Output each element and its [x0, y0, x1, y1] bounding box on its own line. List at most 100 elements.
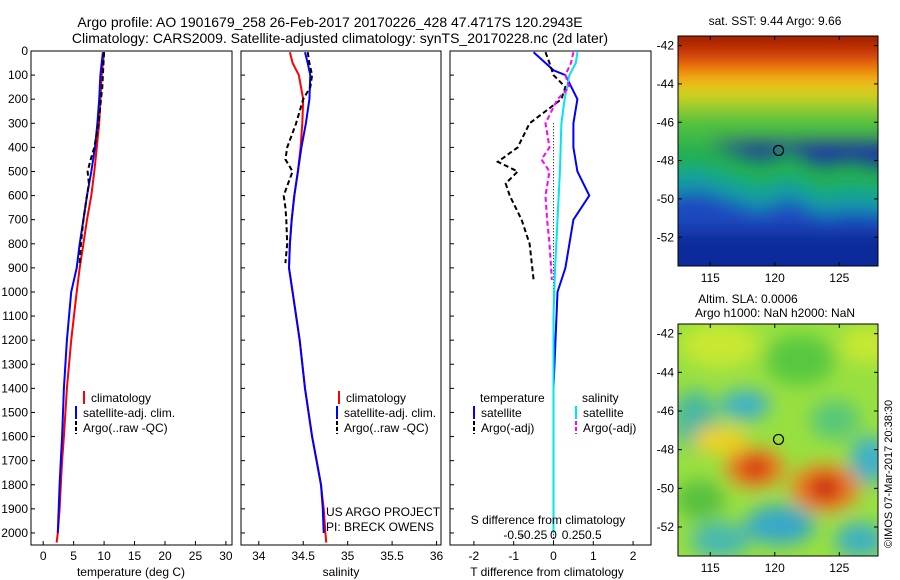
salinity-x-axis: 34 34.5 35 35.5 36	[252, 541, 444, 563]
s-tick-label: 0.25	[562, 528, 586, 542]
temperature-legend: climatology satellite-adj. clim. Argo(..…	[75, 391, 175, 435]
depth-tick-label: 2000	[1, 526, 28, 540]
x-tick-label: 2	[630, 549, 637, 563]
x-tick-label: 0	[550, 549, 557, 563]
x-tick-label: 35	[341, 549, 355, 563]
lat-tick-label: -48	[657, 154, 675, 168]
depth-tick-label: 1700	[1, 454, 28, 468]
lat-tick-label: -50	[657, 481, 675, 495]
depth-axis: 0 100 200 300 400 500 600 700 800 900 1000 1100 1200…	[1, 44, 454, 540]
salinity-axis-label: salinity	[323, 565, 360, 579]
lon-tick-label: 125	[829, 561, 849, 575]
sst-map-image	[678, 36, 878, 266]
x-tick-label: 34.5	[292, 549, 316, 563]
series-line-climatology	[287, 51, 328, 543]
x-tick-label: 15	[128, 549, 142, 563]
salinity-panel-frame	[240, 50, 442, 546]
temperature-panel-frame	[30, 50, 233, 546]
depth-tick-label: 1000	[1, 285, 28, 299]
depth-tick-label: 100	[8, 68, 28, 82]
x-tick-label: 36	[430, 549, 444, 563]
x-tick-label: 25	[189, 549, 203, 563]
depth-tick-label: 700	[8, 213, 28, 227]
depth-tick-label: 0	[21, 44, 28, 58]
x-tick-label: 30	[219, 549, 233, 563]
depth-tick-label: 1500	[1, 405, 28, 419]
sla-map-axes: -42 -44 -46 -48 -50 -52 115 120 125	[657, 324, 878, 575]
argo-location-marker	[772, 144, 785, 157]
s-difference-scale: -0.5-0.25 0 0.25 0.5	[503, 528, 602, 542]
depth-tick-label: 1100	[2, 309, 28, 323]
lat-tick-label: -50	[657, 192, 675, 206]
salinity-legend: climatology satellite-adj. clim. Argo(..…	[326, 391, 441, 534]
difference-axis-label: T difference from climatology	[470, 565, 624, 579]
lat-tick-label: -52	[657, 230, 675, 244]
x-tick-label: 0	[40, 549, 47, 563]
difference-panel-frame	[449, 50, 652, 546]
x-tick-label: 20	[158, 549, 172, 563]
principal-investigator: PI: BRECK OWENS	[326, 520, 434, 534]
lat-tick-label: -44	[657, 77, 675, 91]
x-tick-label: 1	[590, 549, 597, 563]
sla-map-frame	[677, 323, 879, 557]
series-line-satellite-adj-clim	[56, 52, 104, 534]
x-tick-label: 5	[70, 549, 77, 563]
lat-tick-label: -46	[657, 404, 675, 418]
lon-tick-label: 120	[765, 561, 785, 575]
s-tick-label: 0	[550, 528, 557, 542]
depth-tick-label: 1600	[1, 430, 28, 444]
series-line-salinity-satellite	[552, 52, 579, 533]
imos-credit: ©IMOS 07-Mar-2017 20:38:30	[883, 400, 895, 548]
s-tick-label: -0.25	[520, 528, 548, 542]
project-name: US ARGO PROJECT	[326, 505, 441, 519]
legend-label-climatology: climatology	[91, 391, 151, 405]
lat-tick-label: -52	[657, 520, 675, 534]
depth-tick-label: 600	[8, 189, 28, 203]
legend-label-sal-argo: Argo(-adj)	[583, 421, 636, 435]
difference-series-group	[495, 51, 591, 533]
figure-title-line2: Climatology: CARS2009. Satellite-adjuste…	[72, 30, 608, 46]
sst-map-title: sat. SST: 9.44 Argo: 9.66	[709, 14, 842, 28]
legend-label-temp-satellite: satellite	[481, 406, 522, 420]
difference-x-axis: -2 -1 0 1 2	[469, 541, 637, 563]
argo-location-marker	[772, 433, 785, 446]
legend-label-temp-argo: Argo(-adj)	[481, 421, 534, 435]
depth-tick-label: 1900	[1, 502, 28, 516]
series-line-argo-raw-qc	[78, 52, 106, 264]
sst-map-frame	[677, 35, 879, 267]
temperature-x-axis: 0 5 10 15 20 25 30	[40, 541, 233, 563]
depth-tick-label: 1300	[1, 357, 28, 371]
figure-title-line1: Argo profile: AO 1901679_258 26-Feb-2017…	[77, 14, 582, 30]
sla-map-image	[678, 324, 878, 556]
series-line-argo-raw-qc	[282, 52, 314, 264]
lon-tick-label: 125	[829, 271, 849, 285]
depth-tick-label: 400	[8, 140, 28, 154]
legend-label-sal-satellite: satellite	[583, 406, 624, 420]
series-line-temperature-argo-adj	[495, 51, 567, 281]
legend-title-salinity: salinity	[582, 391, 619, 405]
s-tick-label: -0.5	[503, 528, 524, 542]
legend-label-argo: Argo(..raw -QC)	[344, 421, 429, 435]
sst-map-axes: -42 -44 -46 -48 -50 -52 115 120 125	[657, 36, 878, 285]
x-tick-label: 35.5	[380, 549, 404, 563]
s-tick-label: 0.5	[585, 528, 602, 542]
legend-label-satellite: satellite-adj. clim.	[83, 406, 175, 420]
s-difference-label: S difference from climatology	[471, 513, 626, 527]
legend-label-argo: Argo(..raw -QC)	[83, 421, 168, 435]
lon-tick-label: 120	[765, 271, 785, 285]
temperature-axis-label: temperature (deg C)	[77, 565, 185, 579]
depth-tick-label: 200	[8, 92, 28, 106]
x-tick-label: -1	[508, 549, 519, 563]
depth-tick-label: 500	[8, 164, 28, 178]
sla-map-title-line1: Altim. SLA: 0.0006	[698, 292, 798, 306]
series-line-salinity-argo-adj	[540, 51, 575, 280]
depth-tick-label: 900	[8, 261, 28, 275]
x-tick-label: -2	[469, 549, 480, 563]
depth-tick-label: 1400	[1, 381, 28, 395]
temperature-series-group	[55, 52, 106, 543]
lon-tick-label: 115	[701, 561, 720, 575]
series-line-satellite-adj-clim	[287, 51, 325, 534]
depth-tick-label: 1200	[1, 333, 28, 347]
legend-label-climatology: climatology	[346, 391, 406, 405]
